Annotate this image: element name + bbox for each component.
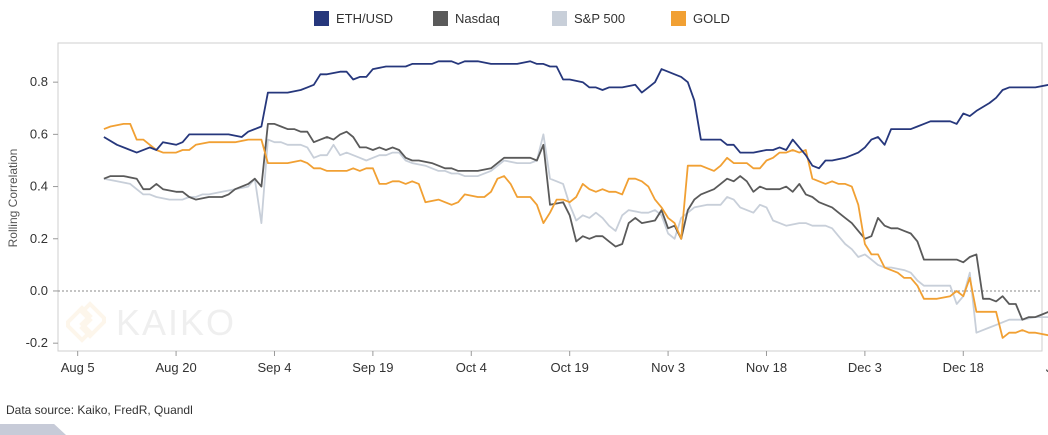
legend-swatch [671, 11, 686, 26]
x-tick-label: Sep 4 [257, 360, 291, 375]
series-line-s-p-500 [103, 133, 1048, 334]
x-tick-label: Aug 5 [61, 360, 95, 375]
data-source-note: Data source: Kaiko, FredR, Quandl [6, 403, 193, 417]
kaiko-watermark: KAIKO [66, 301, 236, 343]
legend-swatch [433, 11, 448, 26]
kaiko-logo-icon [66, 301, 106, 343]
series-layer [103, 60, 1048, 339]
series-line-nasdaq [103, 123, 1048, 321]
y-tick-label: 0.0 [30, 283, 48, 298]
series-line-gold [103, 123, 1048, 339]
x-tick-label: Dec 18 [943, 360, 984, 375]
x-tick-label: Oct 4 [456, 360, 487, 375]
legend-item-gold: GOLD [671, 11, 730, 26]
corner-tab [0, 424, 66, 435]
legend-swatch [314, 11, 329, 26]
series-line-eth-usd [103, 60, 1048, 170]
x-tick-label: Oct 19 [551, 360, 589, 375]
legend-swatch [552, 11, 567, 26]
y-axis-label: Rolling Correlation [6, 149, 20, 248]
legend: ETH/USD Nasdaq S&P 500 GOLD [314, 11, 730, 26]
legend-item-nasdaq: Nasdaq [433, 11, 500, 26]
legend-item-eth-usd: ETH/USD [314, 11, 393, 26]
correlation-chart: ETH/USD Nasdaq S&P 500 GOLD KAIKO -0.2 0.0 0.… [6, 11, 1048, 375]
y-tick-label: 0.8 [30, 74, 48, 89]
y-tick-label: 0.2 [30, 231, 48, 246]
legend-item-s-p-500: S&P 500 [552, 11, 625, 26]
y-tick-label: 0.4 [30, 179, 48, 194]
legend-label: GOLD [693, 11, 730, 26]
x-tick-label: Jan 2 [1046, 360, 1048, 375]
legend-label: Nasdaq [455, 11, 500, 26]
legend-label: ETH/USD [336, 11, 393, 26]
watermark-text: KAIKO [116, 302, 236, 343]
x-tick-label: Aug 20 [155, 360, 196, 375]
y-tick-label: 0.6 [30, 126, 48, 141]
x-tick-label: Sep 19 [352, 360, 393, 375]
y-tick-label: -0.2 [26, 335, 48, 350]
x-tick-label: Dec 3 [848, 360, 882, 375]
plot-frame [57, 42, 1043, 352]
x-tick-label: Nov 18 [746, 360, 787, 375]
x-tick-label: Nov 3 [651, 360, 685, 375]
legend-label: S&P 500 [574, 11, 625, 26]
axes: -0.2 0.0 0.2 0.4 0.6 0.8 Aug 5 Aug 20 Sep 4 Sep 1… [26, 42, 1048, 375]
